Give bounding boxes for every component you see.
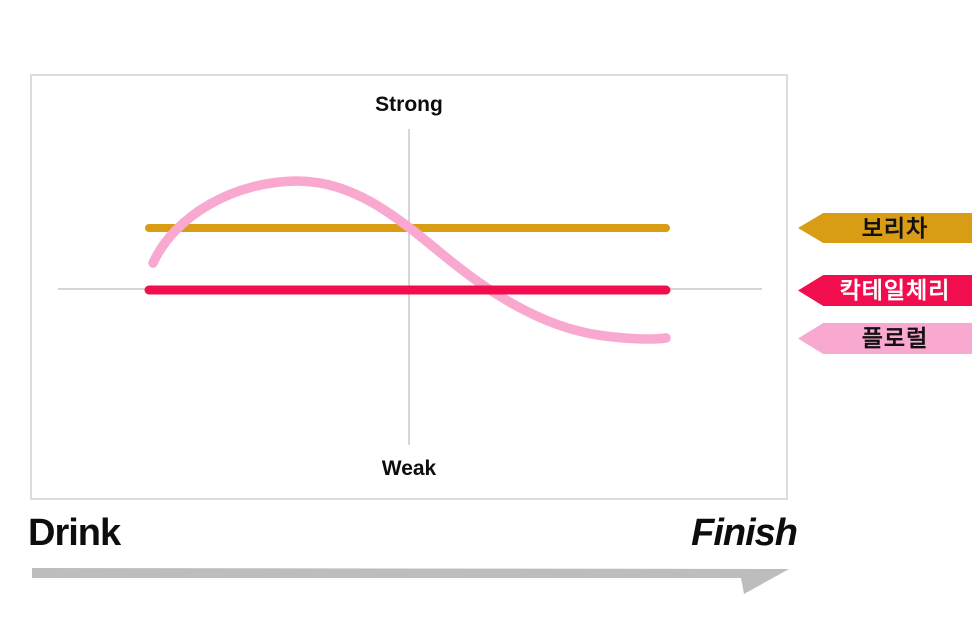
legend-label-cocktail-cherry: 칵테일체리 [839,277,951,303]
legend-tag-floral: 플로럴 [798,323,972,354]
legend-tag-cocktail-cherry: 칵테일체리 [798,275,972,306]
y-axis-bottom-label: Weak [381,457,437,480]
legend: 보리차 칵테일체리 플로럴 [798,0,972,640]
x-axis-start-label: Drink [28,512,121,554]
series-curve-floral [148,176,671,344]
legend-tag-barley-tea: 보리차 [798,213,972,243]
y-axis-top-label: Strong [375,93,443,116]
x-axis-end-label: Finish [691,512,798,554]
legend-label-floral: 플로럴 [861,325,929,351]
timeline-arrow [32,568,789,594]
legend-label-barley-tea: 보리차 [861,214,929,241]
